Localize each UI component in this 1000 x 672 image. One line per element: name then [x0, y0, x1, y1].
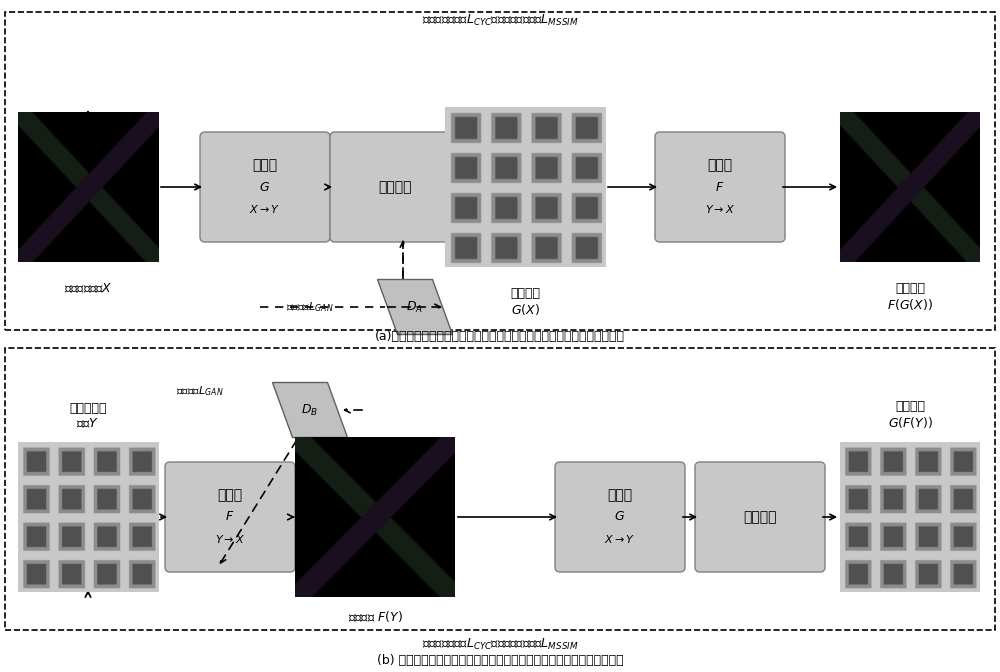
Text: (b) 分支二，首先将普通光图像转换为低光图像，然后执行低光增强处理: (b) 分支二，首先将普通光图像转换为低光图像，然后执行低光增强处理	[377, 653, 623, 667]
Text: 循环一致性损失$L_{CYC}$和结构一致性损失$L_{MSSIM}$: 循环一致性损失$L_{CYC}$和结构一致性损失$L_{MSSIM}$	[422, 13, 578, 28]
Text: $X\rightarrow Y$: $X\rightarrow Y$	[249, 203, 281, 215]
Text: 输入正常光
图像$Y$: 输入正常光 图像$Y$	[69, 402, 107, 430]
Text: 对抗损失$L_{GAN}$: 对抗损失$L_{GAN}$	[286, 300, 334, 314]
Text: 生成图像
$G(X)$: 生成图像 $G(X)$	[510, 287, 540, 317]
Text: $Y\rightarrow X$: $Y\rightarrow X$	[705, 203, 735, 215]
Text: $X\rightarrow Y$: $X\rightarrow Y$	[604, 533, 636, 545]
FancyBboxPatch shape	[695, 462, 825, 572]
Text: $G$: $G$	[259, 181, 271, 194]
Text: 生成图像
$F(G(X))$: 生成图像 $F(G(X))$	[887, 282, 933, 312]
Text: 细节增强: 细节增强	[378, 180, 412, 194]
Text: (a)分支一，首先执行低光图像增强处理，然后将增强图像转换为低光图像: (a)分支一，首先执行低光图像增强处理，然后将增强图像转换为低光图像	[375, 331, 625, 343]
FancyBboxPatch shape	[330, 132, 460, 242]
FancyBboxPatch shape	[655, 132, 785, 242]
Polygon shape	[378, 280, 453, 335]
Text: 生成器: 生成器	[217, 488, 243, 502]
Text: 生成器: 生成器	[707, 158, 733, 172]
Text: $D_A$: $D_A$	[406, 300, 424, 314]
Text: $F$: $F$	[715, 181, 725, 194]
FancyBboxPatch shape	[200, 132, 330, 242]
Text: $D_B$: $D_B$	[301, 403, 319, 417]
Text: $G$: $G$	[614, 511, 626, 523]
Text: 生成器: 生成器	[607, 488, 633, 502]
Text: 生成图像 $F(Y)$: 生成图像 $F(Y)$	[348, 609, 402, 624]
Text: $F$: $F$	[225, 511, 235, 523]
Text: $Y\rightarrow X$: $Y\rightarrow X$	[215, 533, 245, 545]
Text: 生成图像
$G(F(Y))$: 生成图像 $G(F(Y))$	[888, 400, 932, 430]
Text: 生成器: 生成器	[252, 158, 278, 172]
FancyBboxPatch shape	[555, 462, 685, 572]
Polygon shape	[272, 382, 348, 437]
Text: 输入低光图像$X$: 输入低光图像$X$	[64, 282, 112, 295]
Text: 细节增强: 细节增强	[743, 510, 777, 524]
Text: 对抗损失$L_{GAN}$: 对抗损失$L_{GAN}$	[176, 384, 224, 398]
FancyBboxPatch shape	[165, 462, 295, 572]
Text: 循环一致性损失$L_{CYC}$和结构一致性损失$L_{MSSIM}$: 循环一致性损失$L_{CYC}$和结构一致性损失$L_{MSSIM}$	[422, 636, 578, 652]
